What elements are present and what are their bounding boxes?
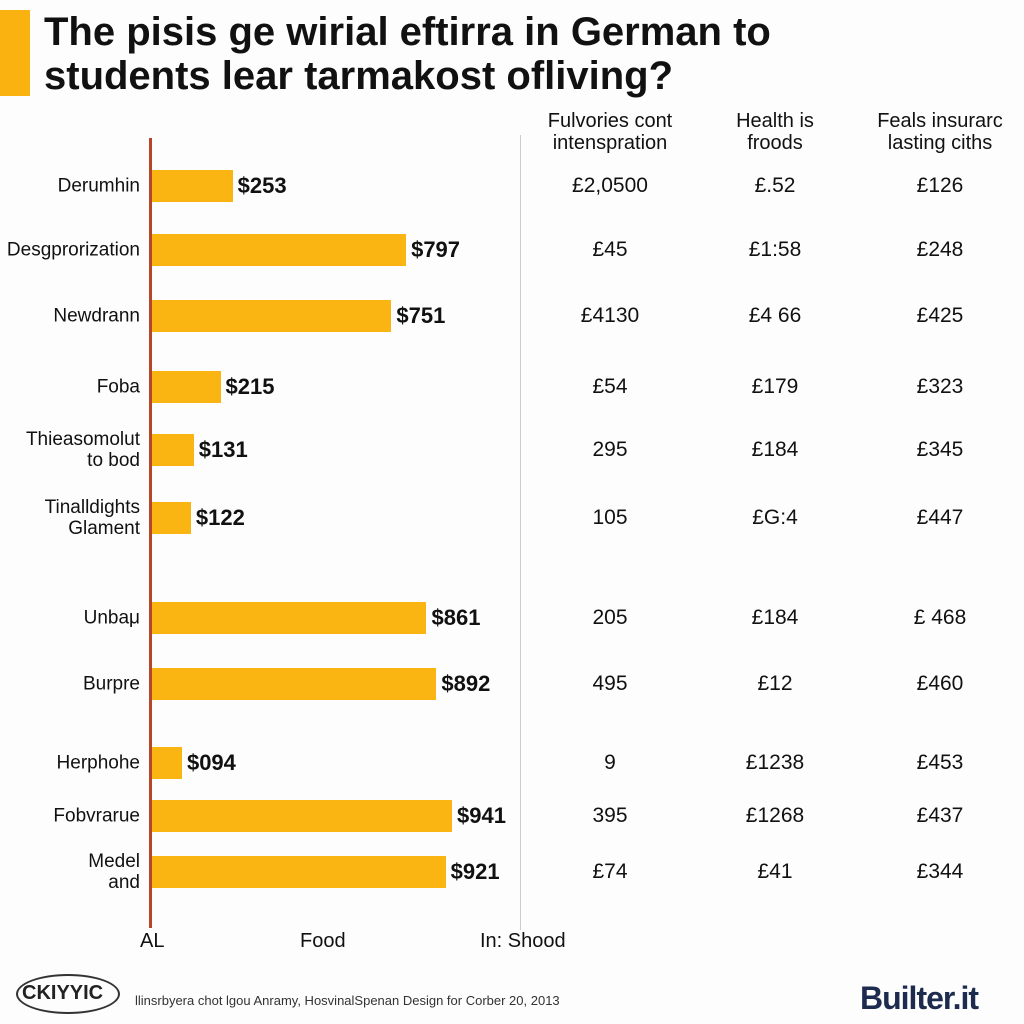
table-cell: 9 — [604, 751, 616, 774]
value-label: $921 — [450, 859, 500, 884]
value-label: $797 — [411, 237, 461, 262]
column-header: Fulvories cont intenspration — [547, 110, 673, 154]
table-cell: £45 — [592, 238, 628, 261]
value-label: $751 — [396, 303, 446, 328]
table-cell: £1238 — [745, 751, 805, 774]
table-cell: £460 — [916, 672, 964, 695]
brand: Builter.it — [860, 980, 979, 1016]
caption: llinsrbyera chot lgou Anramy, HosvinalSp… — [135, 993, 560, 1008]
axis-label: Food — [300, 930, 346, 952]
table-cell: £453 — [916, 751, 964, 774]
table-cell: 295 — [592, 438, 628, 461]
table-cell: £184 — [751, 606, 799, 629]
category-label: Unbaμ — [83, 607, 140, 629]
bar — [152, 371, 221, 403]
value-label: $094 — [186, 750, 236, 775]
value-label: $215 — [225, 374, 275, 399]
category-label: Burpre — [82, 673, 140, 695]
category-label: Desgprorization — [6, 239, 140, 261]
table-cell: £ 468 — [913, 606, 967, 629]
category-label: Herphohe — [56, 752, 140, 774]
bar — [152, 800, 452, 832]
bar — [152, 747, 182, 779]
value-label: $892 — [441, 671, 491, 696]
logo-oval — [16, 974, 120, 1014]
category-label: Thieasomolut to bod — [25, 429, 140, 471]
table-cell: £344 — [916, 860, 964, 883]
bar — [152, 668, 437, 700]
axis-line — [149, 138, 152, 928]
category-label: Medel and — [88, 851, 140, 893]
category-label: Derumhin — [57, 175, 140, 197]
bar — [152, 856, 446, 888]
table-cell: £41 — [757, 860, 793, 883]
table-cell: £1:58 — [748, 238, 802, 261]
category-label: Tinalldights Glament — [44, 497, 140, 539]
table-cell: 495 — [592, 672, 628, 695]
divider — [520, 135, 521, 930]
value-label: $253 — [237, 173, 287, 198]
table-cell: £126 — [916, 174, 964, 197]
table-cell: £4 66 — [748, 304, 802, 327]
table-cell: £4130 — [580, 304, 640, 327]
table-cell: £1268 — [745, 804, 805, 827]
logo: CKIYYIC — [22, 982, 104, 1004]
table-cell: £74 — [592, 860, 628, 883]
table-cell: 205 — [592, 606, 628, 629]
category-label: Foba — [96, 376, 140, 398]
bar — [152, 170, 233, 202]
bar — [152, 502, 191, 534]
table-cell: £425 — [916, 304, 964, 327]
value-label: $122 — [195, 505, 245, 530]
bar — [152, 434, 194, 466]
accent-bar — [0, 10, 30, 96]
table-cell: 105 — [592, 506, 628, 529]
value-label: $861 — [431, 605, 481, 630]
table-cell: £G:4 — [752, 506, 798, 529]
table-cell: £.52 — [754, 174, 796, 197]
axis-label: In: Shood — [480, 930, 566, 952]
table-cell: £179 — [751, 375, 799, 398]
bar — [152, 300, 392, 332]
bar — [152, 602, 427, 634]
table-cell: £345 — [916, 438, 964, 461]
table-cell: 395 — [592, 804, 628, 827]
column-header: Health is froods — [736, 110, 814, 154]
table-cell: £323 — [916, 375, 964, 398]
table-cell: £2,0500 — [572, 174, 648, 197]
table-cell: £447 — [916, 506, 964, 529]
table-cell: £437 — [916, 804, 964, 827]
table-cell: £54 — [592, 375, 628, 398]
value-label: $131 — [198, 437, 248, 462]
table-cell: £248 — [916, 238, 964, 261]
category-label: Newdrann — [53, 305, 140, 327]
title: The pisis ge wirial eftirra in German to… — [44, 10, 771, 98]
bar — [152, 234, 407, 266]
table-cell: £184 — [751, 438, 799, 461]
value-label: $941 — [457, 803, 506, 828]
category-label: Fobvrarue — [53, 805, 140, 827]
column-header: Feals insurarc lasting ciths — [877, 110, 1003, 154]
table-cell: £12 — [757, 672, 793, 695]
axis-label: AL — [140, 930, 165, 952]
